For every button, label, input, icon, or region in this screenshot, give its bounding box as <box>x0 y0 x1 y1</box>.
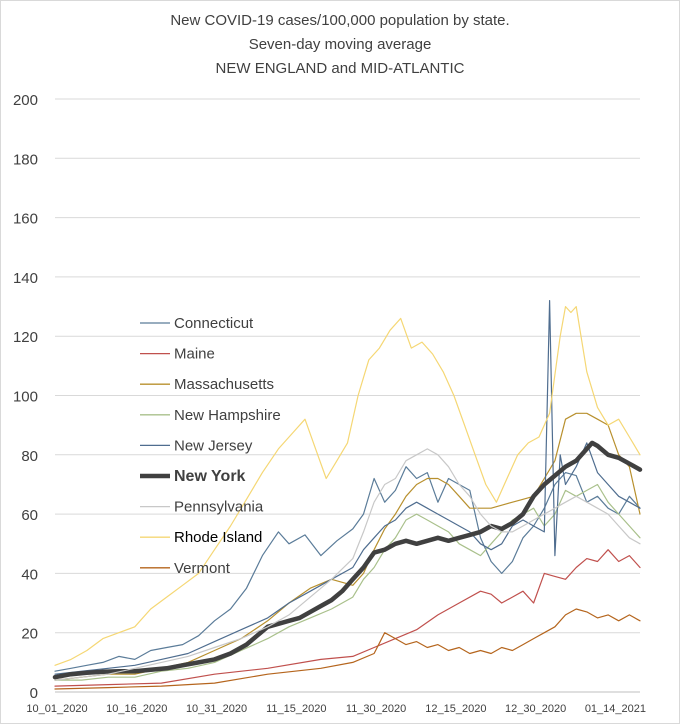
x-tick-label: 10_31_2020 <box>186 703 247 715</box>
legend-label: Maine <box>174 346 215 363</box>
y-tick-label: 200 <box>13 92 38 109</box>
legend-label: New York <box>174 468 246 485</box>
gridlines <box>55 98 640 693</box>
chart-title-line-1: New COVID-19 cases/100,000 population by… <box>170 12 510 29</box>
y-axis-ticks: 0 20 40 60 80 100 120 140 160 180 200 <box>13 92 38 702</box>
x-tick-label: 12_30_2020 <box>505 703 566 715</box>
y-tick-label: 60 <box>21 507 38 524</box>
y-tick-label: 100 <box>13 389 38 406</box>
x-tick-label: 10_01_2020 <box>26 703 87 715</box>
y-tick-label: 180 <box>13 151 38 168</box>
x-tick-label: 10_16_2020 <box>106 703 167 715</box>
chart-title-line-3: NEW ENGLAND and MID-ATLANTIC <box>215 60 465 77</box>
y-tick-label: 0 <box>30 685 38 702</box>
x-tick-label: 11_15_2020 <box>266 703 326 715</box>
y-tick-label: 160 <box>13 211 38 228</box>
y-tick-label: 40 <box>21 566 38 583</box>
series-line-vermont <box>54 608 641 690</box>
series-line-rhode-island <box>54 306 641 666</box>
legend-label: Connecticut <box>174 315 254 332</box>
x-tick-label: 11_30_2020 <box>346 703 406 715</box>
legend-label: Rhode Island <box>174 529 262 546</box>
legend-label: Pennsylvania <box>174 499 264 516</box>
legend-label: Massachusetts <box>174 376 274 393</box>
y-tick-label: 20 <box>21 626 38 643</box>
series-line-new-york <box>52 440 643 680</box>
legend-label: Vermont <box>174 560 231 577</box>
series-lines <box>52 300 643 690</box>
y-tick-label: 140 <box>13 270 38 287</box>
x-tick-label: 12_15_2020 <box>425 703 486 715</box>
x-tick-label: 01_14_2021 <box>585 703 646 715</box>
series-line-pennsylvania <box>54 448 641 681</box>
y-tick-label: 80 <box>21 448 38 465</box>
legend: Connecticut Maine Massachusetts New Hampshi… <box>140 315 281 577</box>
series-line-massachusetts <box>54 412 641 681</box>
series-line-connecticut <box>54 466 641 672</box>
y-tick-label: 120 <box>13 329 38 346</box>
legend-label: New Jersey <box>174 437 253 454</box>
series-line-new-jersey <box>54 300 641 675</box>
legend-label: New Hampshire <box>174 407 281 424</box>
chart-title-line-2: Seven-day moving average <box>248 36 432 53</box>
x-axis-ticks: 10_01_2020 10_16_2020 10_31_2020 11_15_2020… <box>26 703 646 715</box>
series-line-maine <box>54 549 641 687</box>
